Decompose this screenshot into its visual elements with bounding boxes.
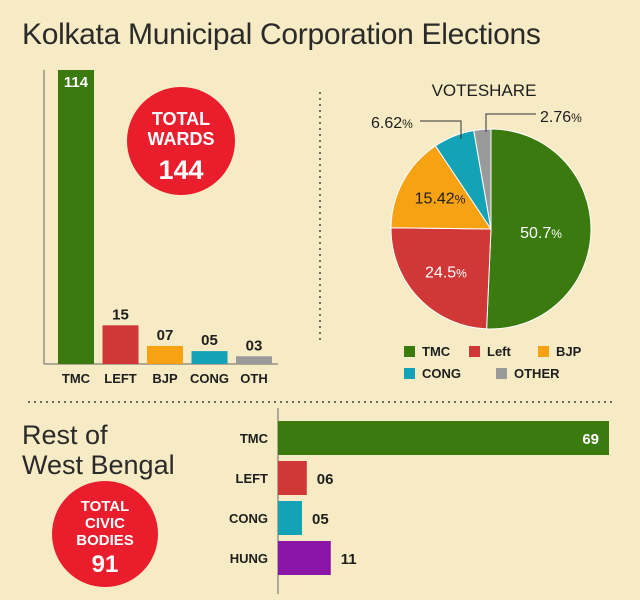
ward-bar-category-left: LEFT — [104, 371, 137, 386]
rest-of-bengal-title: Rest of West Bengal — [22, 420, 222, 480]
legend-swatch-cong — [404, 368, 415, 379]
civic-bar-category-hung: HUNG — [230, 551, 268, 566]
total-civic-circle — [52, 481, 158, 587]
ward-bar-tmc — [58, 70, 94, 364]
ward-bar-value-tmc: 114 — [64, 74, 89, 91]
total-civic-bodies-badge: TOTAL CIVIC BODIES 91 — [52, 481, 158, 587]
ward-bar-value-left: 15 — [112, 306, 129, 323]
pie-label-unit: % — [455, 192, 466, 206]
pie-label-cong: 6.62% — [371, 115, 413, 132]
total-civic-value: 91 — [92, 551, 119, 578]
voteshare-pie-chart: VOTESHARE 50.7% 24.5% 15.42% 6.62% 2.76% — [371, 81, 592, 330]
pie-label-unit: % — [551, 227, 562, 241]
civic-bar-hung — [278, 541, 331, 575]
pie-label-left: 24.5% — [425, 265, 467, 282]
civic-bar-cong — [278, 501, 302, 535]
ward-bar-category-cong: CONG — [190, 371, 229, 386]
pie-label-unit: % — [571, 111, 582, 125]
pie-title: VOTESHARE — [432, 81, 537, 100]
ward-bar-cong — [191, 351, 228, 364]
ward-bar-value-bjp: 07 — [157, 327, 174, 344]
civic-bar-tmc — [278, 421, 609, 455]
civic-bar-value-hung: 11 — [341, 551, 357, 568]
pie-leader-other — [485, 113, 536, 132]
ward-bar-chart: 114 TMC 15 LEFT 07 BJP 05 CONG 03 OTH — [43, 70, 278, 386]
total-wards-circle — [127, 87, 235, 195]
legend-label-tmc: TMC — [422, 344, 451, 359]
civic-bodies-bar-chart: TMC 69 LEFT 06 CONG 05 HUNG 11 — [229, 408, 609, 594]
ward-bar-value-oth: 03 — [246, 337, 263, 354]
legend-swatch-left — [469, 346, 480, 357]
pie-slice-bjp — [390, 145, 492, 230]
pie-label-bjp: 15.42% — [415, 190, 466, 207]
pie-label-tmc: 50.7% — [520, 225, 562, 242]
legend-label-bjp: BJP — [556, 344, 582, 359]
ward-bar-category-tmc: TMC — [62, 371, 91, 386]
pie-label-unit: % — [402, 117, 413, 131]
civic-bar-left — [278, 461, 307, 495]
legend-label-cong: CONG — [422, 366, 461, 381]
ward-bar-left — [102, 325, 139, 364]
civic-bar-category-left: LEFT — [236, 471, 269, 486]
ward-bar-value-cong: 05 — [201, 332, 218, 349]
total-wards-value: 144 — [158, 155, 203, 185]
pie-slice-tmc — [486, 128, 592, 330]
page-title: Kolkata Municipal Corporation Elections — [22, 18, 541, 51]
pie-slice-other — [473, 128, 492, 230]
rest-title-line2: West Bengal — [22, 450, 175, 480]
total-civic-line1: TOTAL — [81, 498, 130, 515]
civic-bar-category-cong: CONG — [229, 511, 268, 526]
total-wards-line2: WARDS — [148, 129, 215, 149]
pie-label-other: 2.76% — [540, 109, 582, 126]
civic-bar-value-cong: 05 — [312, 511, 329, 528]
civic-bar-value-left: 06 — [317, 471, 334, 488]
civic-bar-category-tmc: TMC — [240, 431, 269, 446]
pie-slice-left — [390, 227, 492, 330]
ward-bar-oth — [236, 356, 272, 364]
rest-title-line1: Rest of — [22, 420, 108, 450]
total-wards-line1: TOTAL — [152, 109, 210, 129]
total-civic-line3: BODIES — [76, 532, 134, 549]
pie-leader-cong — [420, 120, 462, 139]
ward-bar-bjp — [147, 345, 183, 364]
ward-bar-category-bjp: BJP — [152, 371, 178, 386]
civic-bar-value-tmc: 69 — [582, 431, 599, 448]
legend-label-other: OTHER — [514, 366, 560, 381]
legend-swatch-tmc — [404, 346, 415, 357]
legend-swatch-other — [496, 368, 507, 379]
pie-label-unit: % — [456, 267, 467, 281]
legend-swatch-bjp — [538, 346, 549, 357]
total-civic-line2: CIVIC — [85, 515, 125, 532]
pie-legend: TMC Left BJP CONG OTHER — [404, 344, 582, 381]
total-wards-badge: TOTAL WARDS 144 — [127, 87, 235, 195]
ward-bar-category-oth: OTH — [240, 371, 267, 386]
legend-label-left: Left — [487, 344, 512, 359]
